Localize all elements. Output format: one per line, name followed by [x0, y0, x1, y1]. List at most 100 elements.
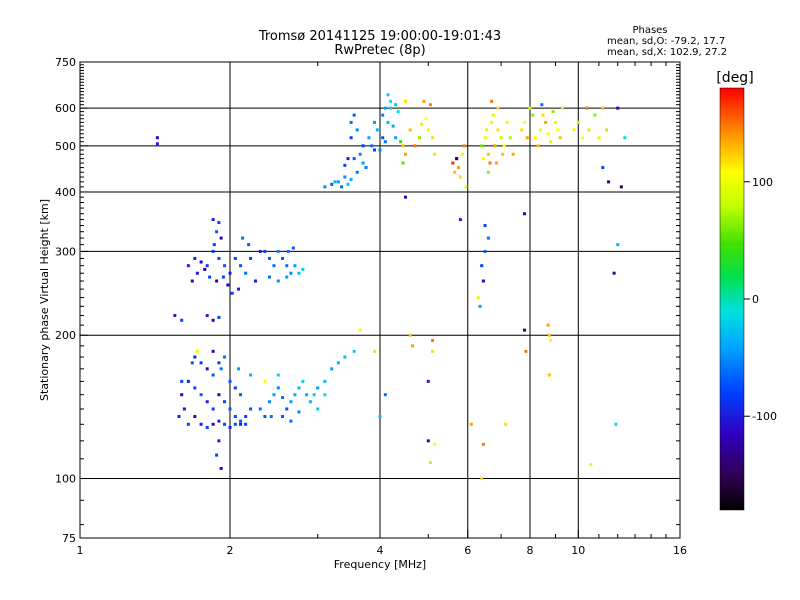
data-point	[523, 212, 527, 216]
data-point	[323, 393, 327, 397]
data-point	[211, 407, 215, 411]
data-point	[223, 264, 227, 268]
data-point	[276, 249, 280, 253]
data-point	[316, 407, 320, 411]
data-point	[223, 422, 227, 426]
data-point	[276, 279, 280, 283]
data-point	[375, 128, 379, 132]
data-point	[193, 414, 197, 418]
data-point	[195, 349, 199, 353]
data-point	[186, 264, 190, 268]
data-point	[408, 333, 412, 337]
data-point	[541, 113, 545, 117]
data-point	[281, 256, 285, 260]
y-tick-label: 300	[55, 245, 76, 258]
data-point	[286, 249, 290, 253]
data-point	[297, 410, 301, 414]
data-point	[267, 275, 271, 279]
data-point	[228, 379, 232, 383]
data-point	[623, 136, 627, 140]
data-point	[539, 128, 543, 132]
data-point	[403, 195, 407, 199]
data-point	[155, 136, 159, 140]
data-point	[558, 136, 562, 140]
data-point	[431, 338, 435, 342]
data-point	[330, 182, 334, 186]
data-point	[193, 355, 197, 359]
data-point	[547, 333, 551, 337]
data-point	[556, 128, 560, 132]
data-point	[336, 361, 340, 365]
data-point	[381, 136, 385, 140]
data-point	[190, 279, 194, 283]
data-point	[455, 157, 459, 161]
data-point	[203, 267, 207, 271]
data-point	[483, 249, 487, 253]
data-point	[233, 256, 237, 260]
data-point	[276, 373, 280, 377]
data-point	[546, 132, 550, 136]
data-point	[219, 367, 223, 371]
x-tick-label: 2	[227, 544, 234, 557]
data-point	[549, 140, 553, 144]
data-point	[431, 136, 435, 140]
data-point	[394, 136, 398, 140]
data-point	[205, 425, 209, 429]
data-point	[289, 419, 293, 423]
data-point	[217, 361, 221, 365]
data-point	[308, 400, 312, 404]
data-point	[531, 113, 535, 117]
data-point	[462, 144, 466, 148]
data-point	[619, 185, 623, 189]
colorbar	[719, 87, 745, 511]
data-point	[483, 136, 487, 140]
data-point	[464, 185, 468, 189]
data-point	[211, 318, 215, 322]
x-tick-label: 10	[571, 544, 585, 557]
data-point	[205, 367, 209, 371]
data-point	[457, 166, 461, 170]
y-tick-label: 200	[55, 329, 76, 342]
data-point	[199, 393, 203, 397]
data-point	[524, 349, 528, 353]
data-point	[215, 279, 219, 283]
data-point	[205, 314, 209, 318]
data-point	[180, 318, 184, 322]
data-point	[355, 128, 359, 132]
data-point	[346, 157, 350, 161]
data-point	[336, 180, 340, 184]
data-point	[355, 170, 359, 174]
data-point	[493, 144, 497, 148]
data-point	[343, 175, 347, 179]
data-point	[236, 367, 240, 371]
data-point	[488, 161, 492, 165]
data-point	[212, 243, 216, 247]
data-point	[520, 128, 524, 132]
data-point	[391, 124, 395, 128]
data-point	[589, 463, 593, 467]
y-axis-label: Stationary phase Virtual Height [km]	[38, 199, 51, 401]
colorbar-tick-label: -100	[752, 410, 777, 423]
data-point	[361, 144, 365, 148]
data-point	[249, 373, 253, 377]
data-point	[491, 113, 495, 117]
data-point	[605, 128, 609, 132]
data-point	[190, 361, 194, 365]
colorbar-ticks: 100 0 -100	[744, 176, 777, 423]
data-point	[193, 386, 197, 390]
data-point	[536, 144, 540, 148]
data-point	[547, 373, 551, 377]
data-point	[601, 106, 605, 110]
y-tick-label: 750	[55, 56, 76, 69]
data-point	[399, 140, 403, 144]
data-point	[401, 161, 405, 165]
data-point	[180, 379, 184, 383]
data-point	[258, 249, 262, 253]
data-point	[370, 144, 374, 148]
data-point	[301, 267, 305, 271]
chart-subtitle: RwPretec (8p)	[334, 43, 425, 58]
data-point	[247, 243, 251, 247]
data-point	[297, 386, 301, 390]
data-point	[205, 264, 209, 268]
data-point	[285, 275, 289, 279]
